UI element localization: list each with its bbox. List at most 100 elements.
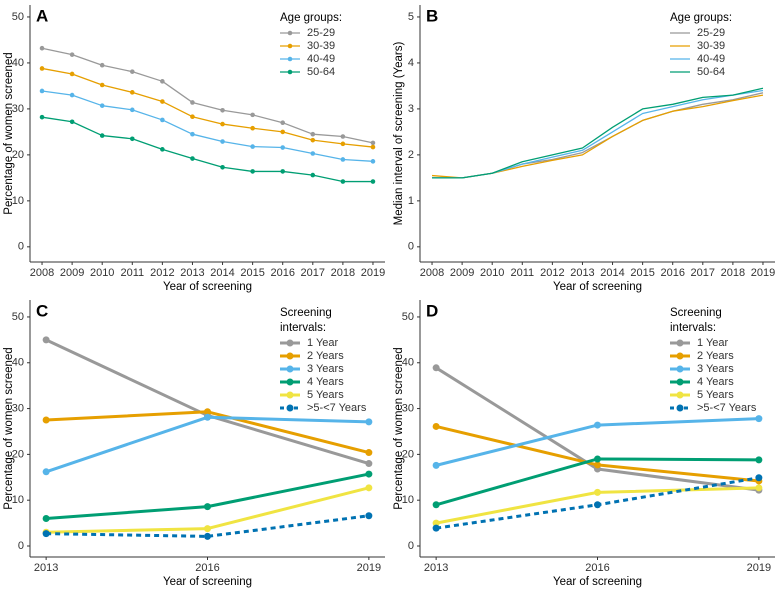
point [190, 156, 195, 161]
point [99, 133, 105, 138]
x-axis-label: Year of screening [553, 576, 642, 588]
x-tick-label: 2019 [747, 562, 771, 574]
y-tick-label: 0 [18, 241, 24, 253]
x-tick-label: 2016 [660, 267, 684, 279]
legend-marker [676, 391, 684, 399]
y-tick-label: 40 [12, 357, 24, 369]
x-tick-label: 2018 [331, 267, 355, 279]
legend-marker [286, 391, 294, 399]
legend-label: 40-49 [697, 53, 725, 65]
point [755, 484, 763, 492]
point [69, 92, 75, 98]
y-tick-label: 0 [408, 241, 414, 253]
legend-marker [676, 404, 684, 412]
point [594, 501, 601, 509]
point [129, 69, 135, 74]
y-tick-label: 10 [12, 195, 24, 207]
y-axis-label: Percentage of women screened [393, 347, 405, 509]
y-tick-label: 30 [12, 103, 24, 115]
y-tick-label: 4 [408, 57, 414, 69]
point [432, 461, 440, 469]
point [250, 144, 255, 149]
panel: 0 10 20 30 40 50 2008 2009 2010 2011 2012 2013 2014 2… [3, 5, 385, 293]
point [39, 114, 45, 120]
y-tick-label: 50 [12, 311, 24, 323]
legend-marker [286, 404, 294, 412]
y-tick-label: 1 [408, 195, 414, 207]
point [129, 136, 135, 142]
legend-marker [676, 352, 684, 360]
point [432, 524, 440, 532]
point [365, 512, 373, 520]
point [42, 468, 50, 476]
point [220, 121, 225, 127]
panel-label: B [426, 6, 438, 25]
point [250, 169, 255, 174]
point [160, 147, 165, 152]
point [160, 79, 165, 84]
x-tick-label: 2019 [357, 562, 381, 574]
y-tick-label: 5 [408, 11, 414, 23]
point [280, 169, 286, 174]
point [755, 474, 763, 482]
legend-label: 2 Years [697, 350, 734, 362]
x-axis-label: Year of screening [553, 281, 642, 293]
legend-label: >5-<7 Years [307, 402, 367, 414]
point [365, 470, 373, 478]
legend-label: >5-<7 Years [697, 402, 757, 414]
legend-label: 25-29 [697, 27, 725, 39]
point [190, 114, 195, 120]
legend-label: 25-29 [307, 27, 335, 39]
point [310, 151, 316, 156]
point [370, 144, 376, 150]
legend-label: 3 Years [307, 363, 344, 375]
legend-label: 30-39 [697, 40, 725, 52]
point [310, 131, 316, 137]
legend-marker [676, 339, 684, 347]
point [204, 408, 211, 416]
legend-label: 1 Year [697, 337, 729, 349]
y-tick-label: 2 [408, 149, 414, 161]
panel-label: D [426, 301, 438, 320]
point [280, 145, 286, 150]
legend-marker [287, 30, 293, 36]
series-line [41, 67, 374, 148]
legend-label: 5 Years [697, 389, 734, 401]
point [39, 88, 45, 94]
point [340, 134, 346, 139]
point [69, 52, 75, 57]
x-tick-label: 2013 [34, 562, 58, 574]
y-axis-label: Median interval of screening (Years) [393, 41, 405, 225]
series-line [45, 415, 369, 474]
point [370, 159, 376, 164]
legend-title: intervals: [280, 322, 326, 334]
point [42, 515, 50, 523]
y-tick-label: 50 [402, 311, 414, 323]
point [204, 525, 211, 533]
panel-label: A [36, 6, 48, 25]
point [42, 530, 50, 538]
series-line [41, 47, 374, 144]
point [340, 157, 346, 162]
point [204, 503, 211, 511]
y-tick-label: 20 [12, 448, 24, 460]
series-line [432, 89, 764, 179]
y-tick-label: 0 [18, 540, 24, 552]
point [340, 141, 346, 147]
point [310, 137, 316, 143]
panel-label: C [36, 301, 48, 320]
x-tick-label: 2014 [210, 267, 234, 279]
x-tick-label: 2019 [751, 267, 775, 279]
legend-title: Screening [670, 307, 722, 319]
legend-label: 1 Year [307, 337, 339, 349]
point [310, 172, 316, 178]
y-tick-label: 40 [402, 357, 414, 369]
x-tick-label: 2012 [150, 267, 174, 279]
point [220, 164, 225, 170]
point [755, 415, 763, 423]
y-tick-label: 30 [12, 402, 24, 414]
x-tick-label: 2017 [691, 267, 715, 279]
legend-title: Age groups: [280, 12, 342, 24]
legend-label: 4 Years [307, 376, 344, 388]
legend-title: Age groups: [670, 12, 732, 24]
